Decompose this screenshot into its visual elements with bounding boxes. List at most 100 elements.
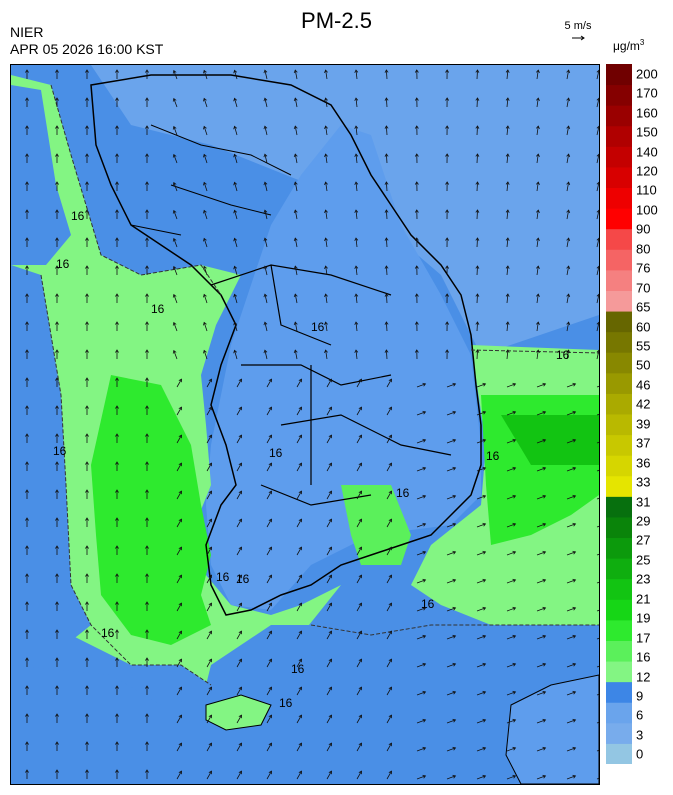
- wind-arrow: [326, 407, 332, 416]
- wind-arrowhead: [115, 237, 119, 241]
- wind-arrowhead: [384, 209, 389, 213]
- wind-arrowhead: [596, 153, 599, 157]
- wind-arrowhead: [268, 518, 273, 523]
- wind-arrow: [203, 238, 208, 248]
- wind-arrowhead: [268, 714, 273, 719]
- wind-arrowhead: [233, 237, 238, 242]
- wind-arrow: [176, 687, 182, 696]
- wind-arrowhead: [354, 349, 359, 353]
- legend-label: 29: [636, 513, 651, 529]
- wind-arrowhead: [263, 153, 268, 158]
- wind-arrowhead: [566, 265, 571, 270]
- wind-arrowhead: [358, 574, 363, 579]
- wind-arrowhead: [298, 602, 303, 607]
- wind-arrow: [266, 659, 272, 668]
- wind-arrow: [236, 547, 242, 556]
- wind-arrowhead: [268, 770, 273, 775]
- wind-arrow: [506, 719, 516, 724]
- wind-arrow: [506, 266, 509, 276]
- wind-arrowhead: [85, 181, 89, 185]
- wind-arrow: [596, 441, 599, 444]
- wind-arrowhead: [238, 406, 243, 411]
- wind-arrowhead: [572, 662, 577, 667]
- wind-arrowhead: [298, 742, 303, 747]
- wind-arrowhead: [328, 518, 333, 523]
- wind-arrow: [506, 691, 516, 696]
- wind-arrow: [536, 383, 546, 388]
- wind-arrowhead: [25, 125, 29, 129]
- wind-arrow: [326, 659, 332, 668]
- wind-arrowhead: [358, 630, 363, 635]
- wind-arrow: [506, 495, 516, 500]
- wind-arrow: [325, 182, 328, 192]
- wind-arrowhead: [233, 181, 238, 186]
- legend-swatch: [606, 187, 632, 209]
- wind-arrow: [173, 210, 178, 220]
- wind-arrowhead: [512, 690, 517, 695]
- wind-arrow: [236, 687, 242, 696]
- contour-label: 16: [71, 209, 85, 223]
- wind-arrowhead: [145, 489, 149, 493]
- wind-arrowhead: [572, 746, 577, 751]
- wind-arrowhead: [238, 658, 243, 663]
- wind-arrow: [446, 691, 456, 696]
- wind-arrow: [356, 743, 362, 752]
- wind-arrowhead: [328, 574, 333, 579]
- wind-arrowhead: [85, 741, 89, 745]
- wind-arrow: [236, 491, 242, 500]
- wind-arrowhead: [298, 462, 303, 467]
- wind-arrow: [326, 379, 332, 388]
- wind-arrow: [596, 238, 599, 248]
- wind-arrow: [234, 266, 238, 276]
- wind-arrowhead: [178, 686, 183, 691]
- legend-swatch: [606, 166, 632, 189]
- wind-arrow: [296, 407, 302, 416]
- wind-arrow: [296, 743, 302, 752]
- wind-arrow: [536, 70, 539, 80]
- wind-arrowhead: [298, 406, 303, 411]
- wind-arrowhead: [145, 153, 149, 157]
- wind-arrowhead: [482, 662, 487, 667]
- wind-arrow: [173, 294, 178, 304]
- wind-arrow: [266, 491, 272, 500]
- legend-label: 140: [636, 144, 658, 159]
- wind-arrow: [173, 238, 178, 248]
- wind-arrow: [476, 237, 478, 248]
- wind-arrowhead: [505, 293, 510, 297]
- wind-arrowhead: [328, 630, 333, 635]
- wind-arrowhead: [414, 293, 419, 297]
- wind-arrow: [536, 126, 539, 136]
- wind-arrow: [206, 631, 212, 640]
- wind-arrowhead: [298, 574, 303, 579]
- wind-arrowhead: [238, 714, 243, 719]
- wind-arrowhead: [512, 718, 517, 723]
- wind-arrowhead: [475, 293, 480, 297]
- wind-arrow: [234, 70, 238, 80]
- wind-arrowhead: [55, 377, 59, 381]
- wind-arrowhead: [25, 545, 29, 549]
- wind-arrowhead: [25, 601, 29, 605]
- wind-arrowhead: [542, 466, 547, 471]
- wind-arrowhead: [145, 517, 149, 521]
- wind-arrowhead: [536, 349, 540, 353]
- wind-arrowhead: [238, 686, 243, 691]
- wind-arrow: [476, 321, 478, 332]
- wind-arrowhead: [475, 237, 480, 241]
- wind-arrowhead: [208, 714, 213, 719]
- wind-arrow: [476, 411, 486, 416]
- wind-arrow: [446, 495, 456, 500]
- wind-arrow: [416, 579, 426, 584]
- wind-arrowhead: [293, 69, 298, 74]
- wind-arrowhead: [268, 406, 273, 411]
- west-blue-pocket: [11, 85, 71, 265]
- wind-arrowhead: [328, 406, 333, 411]
- legend-swatch: [606, 311, 632, 333]
- wind-arrowhead: [482, 550, 487, 555]
- wind-arrow: [296, 435, 302, 444]
- wind-arrowhead: [358, 686, 363, 691]
- wind-arrowhead: [238, 630, 243, 635]
- wind-arrow: [294, 294, 298, 304]
- wind-arrow: [326, 687, 332, 696]
- wind-arrow: [566, 607, 576, 612]
- wind-arrowhead: [268, 462, 273, 467]
